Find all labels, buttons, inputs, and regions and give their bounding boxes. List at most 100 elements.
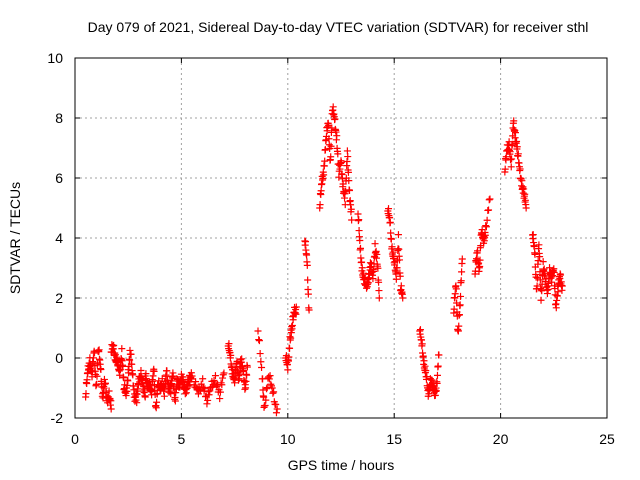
data-point bbox=[457, 277, 465, 285]
data-point bbox=[552, 304, 560, 312]
data-point bbox=[423, 373, 431, 381]
data-point bbox=[388, 243, 396, 251]
data-point bbox=[456, 301, 464, 309]
data-point bbox=[182, 389, 190, 397]
data-point bbox=[533, 282, 541, 290]
data-point bbox=[266, 372, 274, 380]
data-point bbox=[554, 288, 562, 296]
data-point bbox=[242, 384, 250, 392]
data-point bbox=[458, 255, 466, 263]
data-point bbox=[292, 310, 300, 318]
data-point bbox=[348, 216, 356, 224]
data-point bbox=[396, 272, 404, 280]
data-point bbox=[117, 356, 125, 364]
data-point bbox=[285, 353, 293, 361]
data-point bbox=[340, 188, 348, 196]
data-point bbox=[321, 157, 329, 165]
data-point bbox=[328, 124, 336, 132]
data-point bbox=[385, 205, 393, 213]
y-tick-label: 10 bbox=[47, 50, 63, 66]
data-point bbox=[292, 303, 300, 311]
data-point bbox=[358, 258, 366, 266]
data-point bbox=[304, 276, 312, 284]
data-point bbox=[375, 278, 383, 286]
data-point bbox=[369, 275, 377, 283]
data-point bbox=[106, 395, 114, 403]
data-point bbox=[91, 349, 99, 357]
data-point bbox=[150, 367, 158, 375]
data-point bbox=[192, 378, 200, 386]
data-point bbox=[333, 132, 341, 140]
data-point bbox=[316, 201, 324, 209]
marks-layer bbox=[82, 103, 566, 417]
data-point bbox=[302, 238, 310, 246]
data-point bbox=[356, 237, 364, 245]
data-point bbox=[258, 364, 266, 372]
data-point bbox=[167, 390, 175, 398]
data-point bbox=[543, 290, 551, 298]
data-point bbox=[111, 349, 119, 357]
data-point bbox=[521, 190, 529, 198]
data-point bbox=[263, 385, 271, 393]
data-point bbox=[422, 367, 430, 375]
y-tick-label: 8 bbox=[55, 110, 63, 126]
data-point bbox=[532, 273, 540, 281]
data-point bbox=[516, 165, 524, 173]
data-point bbox=[518, 177, 526, 185]
data-point bbox=[273, 405, 281, 413]
data-point bbox=[393, 264, 401, 272]
data-point bbox=[482, 222, 490, 230]
data-point bbox=[256, 350, 264, 358]
data-point bbox=[337, 158, 345, 166]
data-point bbox=[210, 376, 218, 384]
x-tick-label: 20 bbox=[493, 431, 509, 447]
data-point bbox=[544, 285, 552, 293]
x-tick-label: 15 bbox=[386, 431, 402, 447]
data-point bbox=[267, 380, 275, 388]
data-point bbox=[318, 180, 326, 188]
data-point bbox=[205, 391, 213, 399]
data-point bbox=[347, 205, 355, 213]
data-point bbox=[433, 379, 441, 387]
data-point bbox=[432, 387, 440, 395]
data-point bbox=[342, 187, 350, 195]
data-point bbox=[118, 345, 126, 353]
data-point bbox=[153, 390, 161, 398]
data-point bbox=[220, 369, 228, 377]
data-point bbox=[508, 155, 516, 163]
data-point bbox=[107, 405, 115, 413]
data-point bbox=[370, 267, 378, 275]
data-point bbox=[397, 282, 405, 290]
data-point bbox=[129, 371, 137, 379]
data-point bbox=[199, 375, 207, 383]
data-point bbox=[320, 171, 328, 179]
data-point bbox=[520, 185, 528, 193]
data-point bbox=[455, 311, 463, 319]
data-point bbox=[394, 231, 402, 239]
data-point bbox=[262, 396, 270, 404]
data-point bbox=[261, 401, 269, 409]
data-point bbox=[255, 337, 263, 345]
data-point bbox=[255, 336, 263, 344]
y-axis-label: SDTVAR / TECUs bbox=[7, 182, 23, 294]
data-point bbox=[345, 177, 353, 185]
data-point bbox=[483, 216, 491, 224]
data-point bbox=[218, 381, 226, 389]
data-point bbox=[228, 362, 236, 370]
data-point bbox=[476, 256, 484, 264]
data-point bbox=[319, 175, 327, 183]
data-point bbox=[357, 244, 365, 252]
data-point bbox=[418, 340, 426, 348]
data-point bbox=[233, 357, 241, 365]
data-point bbox=[507, 163, 515, 171]
data-point bbox=[522, 204, 530, 212]
data-point bbox=[455, 322, 463, 330]
data-point bbox=[272, 400, 280, 408]
data-point bbox=[372, 247, 380, 255]
data-point bbox=[303, 251, 311, 259]
data-point bbox=[83, 376, 91, 384]
data-point bbox=[334, 150, 342, 158]
data-point bbox=[557, 271, 565, 279]
data-point bbox=[451, 290, 459, 298]
